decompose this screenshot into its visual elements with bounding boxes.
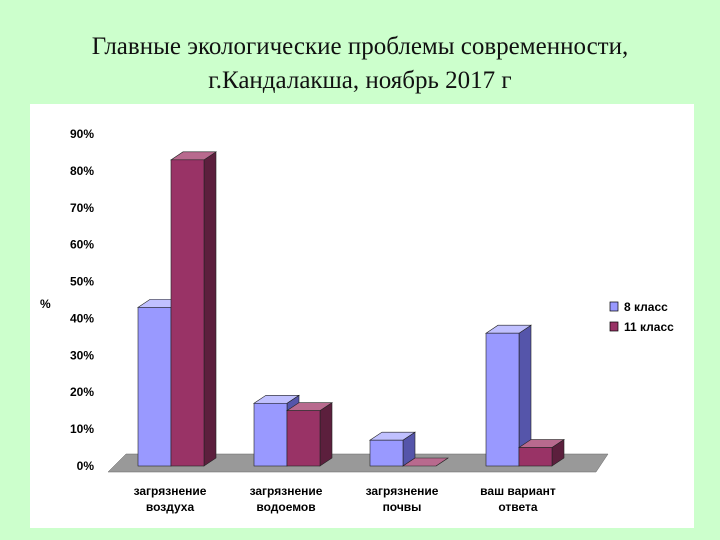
y-tick-label: 30% [70,348,94,362]
bar-front [170,159,205,467]
bar-11-klass-1 [286,402,333,467]
bar-11-klass-2 [402,457,449,467]
bar-chart: 0% 10% 20% 30% 40% 50% 60% 70% 80% 90%% загрязнени… [40,127,693,514]
chart-floor [107,453,609,473]
y-tick-label: 50% [70,275,94,289]
slide-title-line2: г.Кандалакша, ноябрь 2017 г [208,67,512,94]
y-tick-label: 20% [70,385,94,399]
bar-side [203,151,217,467]
bar-11-klass-0 [170,151,217,467]
bar-front [253,402,288,467]
bar-front [518,447,553,467]
y-tick-label: 60% [70,238,94,252]
bar-8-klass-2 [369,431,416,467]
bar-8-klass-3 [485,324,532,467]
category-label: ответа [498,500,538,514]
category-label: водоемов [256,500,315,514]
bar-front [485,332,520,467]
legend-label: 8 класс [624,300,668,314]
legend-swatch [609,321,619,332]
legend-label: 11 класс [624,320,674,334]
category-label: почвы [383,500,422,514]
y-axis-label: % [40,297,51,311]
category-label: загрязнение [250,484,323,498]
category-label: воздуха [146,500,195,514]
category-label: ваш вариант [480,484,556,498]
chart-panel: 0% 10% 20% 30% 40% 50% 60% 70% 80% 90%% загрязнени… [30,104,694,528]
bar-front [369,439,404,467]
category-label: загрязнение [366,484,439,498]
slide-title: Главные экологические проблемы современн… [0,30,720,98]
bar-front [137,307,172,467]
bar-top [402,457,449,467]
y-tick-label: 80% [70,164,94,178]
legend-swatch [609,301,619,312]
category-label: загрязнение [134,484,207,498]
y-tick-label: 90% [70,127,94,141]
bar-front [286,410,321,467]
bar-11-klass-3 [518,438,565,467]
y-tick-label: 0% [77,459,95,473]
bar-side [319,402,333,467]
y-tick-label: 40% [70,311,94,325]
y-tick-label: 10% [70,422,94,436]
y-tick-label: 70% [70,201,94,215]
slide-title-line1: Главные экологические проблемы современн… [91,33,629,60]
